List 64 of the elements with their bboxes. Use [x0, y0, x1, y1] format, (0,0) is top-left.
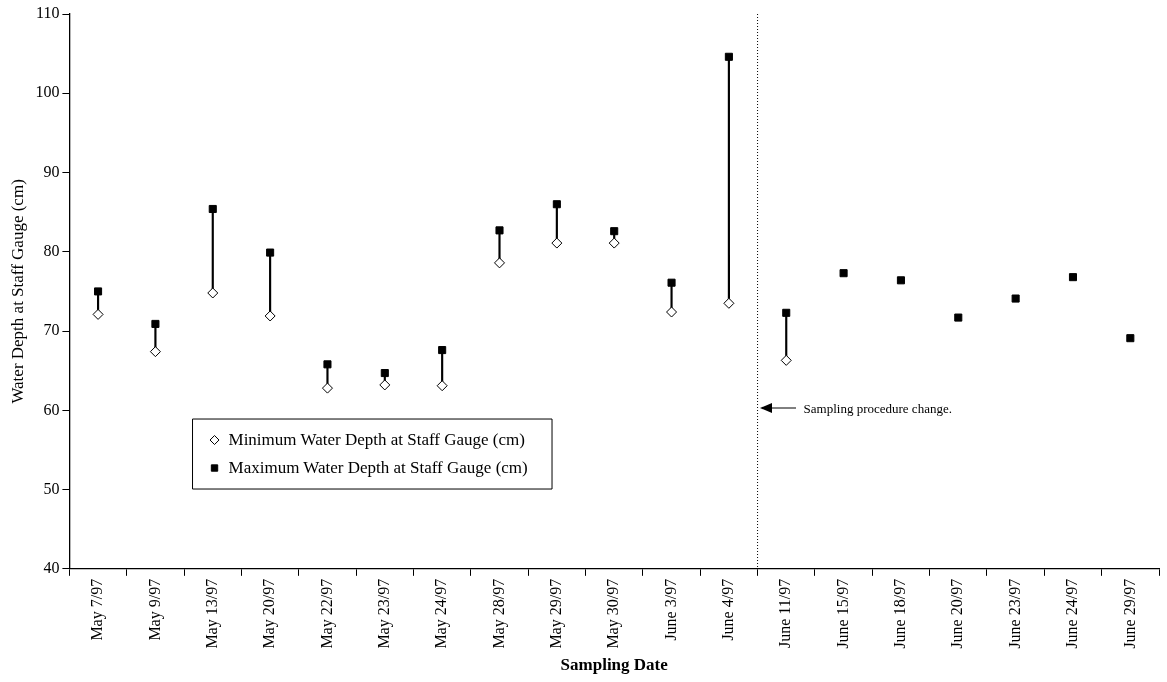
x-tick-label: June 23/97	[1005, 578, 1023, 649]
point	[1126, 334, 1135, 343]
y-axis-title: Water Depth at Staff Gauge (cm)	[7, 179, 27, 404]
x-tick-label: May 24/97	[432, 578, 451, 649]
point	[552, 200, 561, 209]
point	[208, 204, 217, 214]
x-tick-label: June 11/97	[776, 578, 794, 649]
x-tick-label: June 29/97	[1120, 578, 1138, 649]
point	[207, 287, 219, 299]
x-tick-label: June 4/97	[719, 578, 737, 641]
x-tick-label: June 15/97	[833, 578, 851, 649]
point	[608, 237, 620, 249]
point	[666, 306, 678, 318]
point	[438, 346, 447, 355]
annotation: Sampling procedure change.	[803, 401, 952, 417]
x-tick-label: June 3/97	[661, 578, 679, 641]
point	[149, 346, 161, 358]
point	[266, 248, 275, 257]
point	[896, 276, 905, 285]
x-tick-label: May 13/97	[202, 578, 221, 649]
x-tick-label: June 18/97	[891, 578, 909, 649]
x-tick-label: May 9/97	[145, 578, 164, 641]
legend-label: Maximum Water Depth at Staff Gauge (cm)	[228, 458, 528, 478]
x-tick-label: June 24/97	[1063, 578, 1081, 649]
point	[1011, 294, 1020, 303]
point	[780, 354, 792, 366]
y-tick-label: 70	[43, 321, 60, 339]
point	[723, 297, 735, 309]
point	[610, 227, 619, 236]
x-tick-label: May 28/97	[489, 578, 508, 649]
point	[151, 319, 160, 328]
legend-label: Minimum Water Depth at Staff Gauge (cm)	[228, 430, 525, 450]
point	[1068, 273, 1078, 282]
x-tick-label: May 20/97	[260, 578, 279, 649]
point	[551, 237, 563, 249]
point	[92, 308, 104, 320]
x-tick-label: May 7/97	[88, 578, 107, 641]
x-tick-label: May 23/97	[375, 578, 394, 649]
y-tick-label: 80	[43, 241, 60, 259]
point	[724, 52, 733, 61]
point	[321, 382, 333, 394]
point	[323, 360, 332, 369]
point	[94, 287, 103, 296]
y-tick-label: 60	[43, 400, 60, 418]
x-tick-label: May 22/97	[317, 578, 336, 649]
x-tick-label: May 29/97	[547, 578, 566, 649]
point	[379, 379, 391, 391]
x-tick-label: May 30/97	[604, 578, 623, 649]
y-tick-label: 50	[43, 479, 60, 497]
y-tick-label: 40	[43, 559, 60, 577]
point	[495, 226, 504, 235]
point	[494, 257, 506, 269]
y-tick-label: 100	[35, 83, 60, 101]
point	[436, 380, 448, 392]
x-axis-title: Sampling Date	[560, 655, 669, 675]
y-tick-label: 110	[35, 4, 60, 22]
y-tick-label: 90	[43, 162, 60, 180]
point	[954, 313, 963, 322]
point	[667, 278, 676, 287]
point	[264, 310, 276, 322]
point	[380, 369, 389, 378]
point	[839, 269, 848, 278]
x-tick-label: June 20/97	[948, 578, 966, 649]
point	[782, 308, 791, 317]
